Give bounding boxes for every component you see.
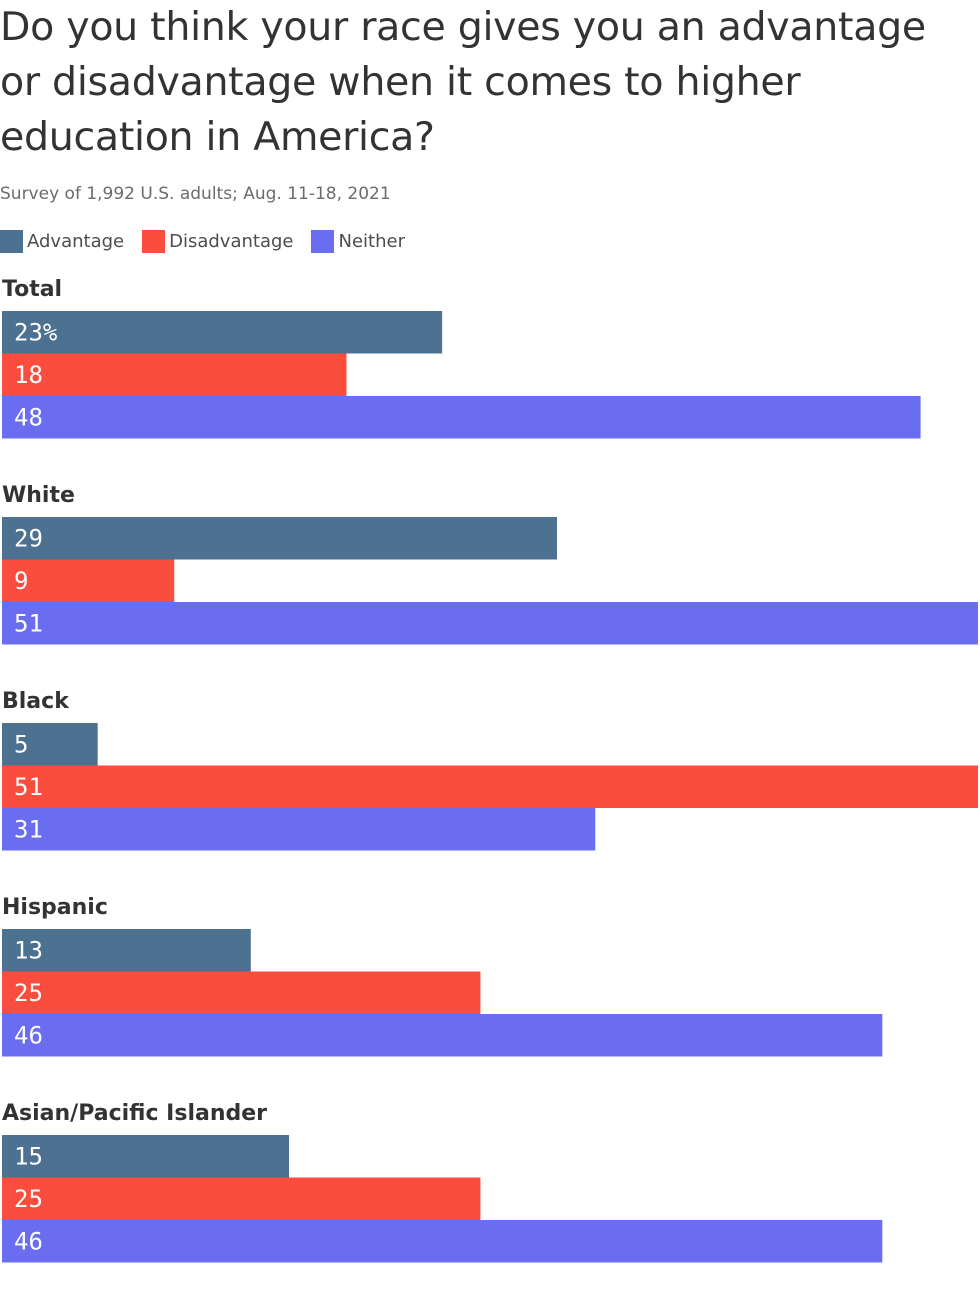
value-label-total-advantage: 23% [14,318,58,346]
value-label-total-disadvantage: 18 [14,361,43,389]
legend-swatch-advantage [0,229,23,253]
chart-subtitle: Survey of 1,992 U.S. adults; Aug. 11-18,… [0,184,391,204]
bar-black-advantage [2,723,98,766]
group-label-total: Total [2,277,62,302]
legend-label-advantage: Advantage [27,230,125,252]
value-label-white-disadvantage: 9 [14,567,28,595]
bar-white-disadvantage [2,559,175,602]
value-label-black-advantage: 5 [14,730,28,758]
legend-swatch-disadvantage [142,229,166,253]
bar-hispanic-advantage [2,929,251,972]
legend-label-neither: Neither [338,230,405,252]
bar-black-disadvantage [2,765,978,808]
group-label-black: Black [2,689,70,714]
bar-asian-pacific-islander-advantage [2,1135,290,1178]
legend-label-disadvantage: Disadvantage [169,230,294,252]
legend-swatch-neither [311,229,335,253]
value-label-black-disadvantage: 51 [14,773,43,801]
bar-asian-pacific-islander-neither [2,1220,883,1263]
value-label-hispanic-neither: 46 [14,1021,43,1049]
value-label-total-neither: 48 [14,403,43,431]
legend-item-neither: Neither [311,229,405,253]
bar-white-advantage [2,517,557,560]
group-label-white: White [2,483,75,508]
bar-black-neither [2,808,596,851]
value-label-black-neither: 31 [14,815,43,843]
bar-total-advantage [2,311,443,354]
value-label-white-advantage: 29 [14,524,43,552]
bar-total-neither [2,396,921,439]
chart-title: Do you think your race gives you an adva… [0,4,926,160]
legend-item-advantage: Advantage [0,229,125,253]
group-label-asian-pacific-islander: Asian/Pacific Islander [2,1101,267,1126]
value-label-hispanic-disadvantage: 25 [14,979,43,1007]
legend-item-disadvantage: Disadvantage [142,229,294,253]
bar-asian-pacific-islander-disadvantage [2,1177,481,1220]
value-label-asian-pacific-islander-disadvantage: 25 [14,1185,43,1213]
value-label-asian-pacific-islander-neither: 46 [14,1227,43,1255]
group-label-hispanic: Hispanic [2,895,108,920]
chart-legend: Advantage Disadvantage Neither [0,228,423,254]
bar-hispanic-neither [2,1014,883,1057]
bar-total-disadvantage [2,353,347,396]
value-label-hispanic-advantage: 13 [14,936,43,964]
value-label-asian-pacific-islander-advantage: 15 [14,1142,43,1170]
value-label-white-neither: 51 [14,609,43,637]
bar-white-neither [2,602,978,645]
bar-hispanic-disadvantage [2,971,481,1014]
